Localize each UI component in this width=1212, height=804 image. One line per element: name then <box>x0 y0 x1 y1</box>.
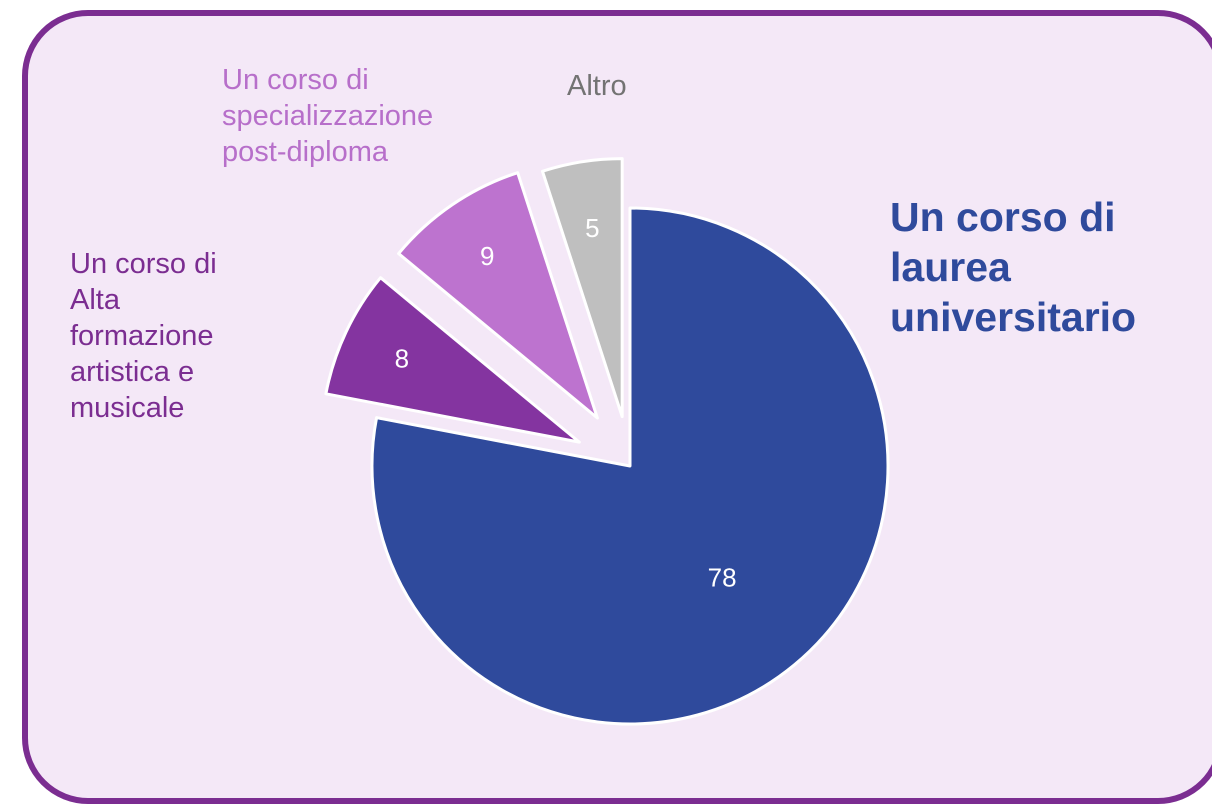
pie-slice <box>397 171 599 420</box>
slice-label-specializzazione: Un corso di specializzazione post-diploma <box>222 64 434 168</box>
slice-label-altro: Altro <box>567 70 627 102</box>
slice-label-laurea: Un corso di laurea universitario <box>890 194 1137 340</box>
pie-value-labels: 78 8 9 5 <box>395 213 737 592</box>
pie-value-label: 78 <box>708 562 737 592</box>
slice-label-afam: Un corso di Alta formazione artistica e musi… <box>70 248 217 424</box>
pie-value-label: 9 <box>480 241 494 271</box>
pie-slice <box>324 276 581 444</box>
pie-slices <box>324 157 890 726</box>
pie-value-label: 8 <box>395 344 409 374</box>
pie-value-label: 5 <box>585 213 599 243</box>
pie-slice <box>370 206 890 726</box>
pie-slice <box>540 157 624 419</box>
